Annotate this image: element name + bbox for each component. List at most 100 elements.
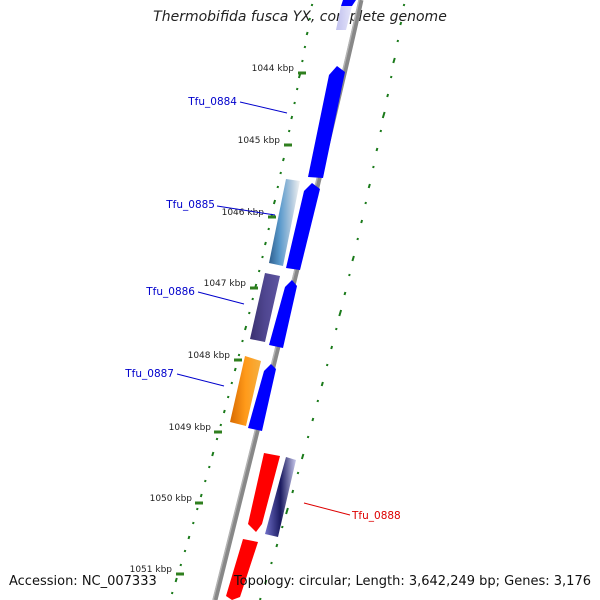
gc-content-mark xyxy=(291,489,295,494)
gene-feature-tfu-0888[interactable] xyxy=(265,457,296,537)
gc-content-mark xyxy=(396,39,400,43)
tick-label-1046: 1046 kbp xyxy=(222,208,265,218)
gc-content-mark xyxy=(267,227,270,231)
gc-content-mark xyxy=(296,471,300,475)
gene-feature-tfu-0885-blue[interactable] xyxy=(286,183,320,270)
gc-content-mark xyxy=(348,273,351,277)
gc-content-mark xyxy=(306,435,310,439)
gc-content-mark xyxy=(261,255,264,259)
gc-content-mark xyxy=(237,353,241,357)
gc-content-mark xyxy=(264,241,267,246)
gc-content-mark xyxy=(351,255,355,262)
gc-content-mark xyxy=(272,199,277,205)
gc-content-mark xyxy=(392,57,396,64)
gene-feature-red-2[interactable] xyxy=(226,539,258,600)
leader-tfu-0887 xyxy=(176,373,225,387)
gc-content-mark xyxy=(226,395,230,399)
tick-label-1049: 1049 kbp xyxy=(169,423,212,433)
gc-content-mark xyxy=(230,381,234,385)
feature-blocks xyxy=(230,179,300,537)
gc-content-mark xyxy=(303,45,307,49)
gene-feature-tfu-0884[interactable] xyxy=(308,66,345,178)
tick-label-1051: 1051 kbp xyxy=(130,565,173,575)
gc-content-mark xyxy=(211,451,215,457)
gc-content-mark xyxy=(187,535,191,540)
gc-content-mark xyxy=(300,453,305,460)
gc-content-mark xyxy=(335,327,338,331)
gc-content-mark xyxy=(308,17,311,21)
gc-content-mark xyxy=(248,311,251,315)
gc-content-mark xyxy=(295,87,299,91)
gene-feature-tfu-0885[interactable] xyxy=(269,179,300,266)
gc-content-mark xyxy=(311,417,315,422)
gc-content-mark xyxy=(279,171,282,175)
gene-label-tfu-0888[interactable]: Tfu_0888 xyxy=(351,510,401,522)
tick-label-1048: 1048 kbp xyxy=(188,351,231,361)
tick-label-1045: 1045 kbp xyxy=(238,136,281,146)
gene-label-tfu-0884[interactable]: Tfu_0884 xyxy=(187,96,237,108)
leader-tfu-0885 xyxy=(216,205,276,216)
gc-content-mark xyxy=(170,591,174,595)
gc-content-mark xyxy=(257,269,261,273)
gc-content-mark xyxy=(338,309,343,317)
genome-summary-label: Topology: circular; Length: 3,642,249 bp… xyxy=(233,574,591,589)
gc-content-mark xyxy=(316,399,320,403)
gc-content-mark xyxy=(399,21,403,26)
gc-content-mark xyxy=(290,115,294,120)
gc-content-mark xyxy=(320,381,324,387)
gene-feature-tfu-0886[interactable] xyxy=(250,273,280,342)
gc-content-mark xyxy=(301,59,304,63)
gc-content-mark xyxy=(219,423,223,427)
tick-label-1050: 1050 kbp xyxy=(150,494,193,504)
leader-tfu-0888 xyxy=(303,502,351,516)
gc-content-mark xyxy=(174,577,178,583)
leader-tfu-0884 xyxy=(239,101,288,114)
gc-content-mark xyxy=(386,93,390,98)
gc-content-mark xyxy=(208,465,211,469)
gene-label-tfu-0887[interactable]: Tfu_0887 xyxy=(124,368,174,380)
reverse-strand-features xyxy=(226,453,280,600)
gc-content-mark xyxy=(251,297,254,301)
tick-label-1044: 1044 kbp xyxy=(252,64,295,74)
gene-feature-tfu-0887[interactable] xyxy=(230,356,261,426)
gc-content-mark xyxy=(356,237,359,241)
gc-content-mark xyxy=(389,75,393,79)
gc-content-mark xyxy=(330,345,334,350)
tick-label-1047: 1047 kbp xyxy=(204,279,247,289)
gc-content-mark xyxy=(381,111,386,119)
gc-content-mark xyxy=(183,549,187,553)
gc-content-mark xyxy=(196,507,199,511)
gc-content-mark xyxy=(325,363,329,367)
gc-content-inner-track xyxy=(170,3,314,595)
gc-content-mark xyxy=(372,165,375,169)
gc-content-mark xyxy=(241,339,244,343)
gc-content-mark xyxy=(192,521,195,525)
accession-label: Accession: NC_007333 xyxy=(9,574,157,589)
gc-content-mark xyxy=(310,3,314,7)
gene-label-tfu-0885[interactable]: Tfu_0885 xyxy=(165,199,215,211)
gc-content-mark xyxy=(375,147,379,152)
gene-feature-tfu-0887-blue[interactable] xyxy=(248,364,276,431)
gc-content-mark xyxy=(233,367,237,372)
gc-content-mark xyxy=(293,101,296,105)
gene-feature-top-partial[interactable] xyxy=(341,0,356,6)
gene-feature-red-1[interactable] xyxy=(248,453,280,532)
gene-feature-tfu-0886-blue[interactable] xyxy=(269,280,297,348)
gene-label-tfu-0886[interactable]: Tfu_0886 xyxy=(145,286,195,298)
gc-content-mark xyxy=(297,73,302,79)
ruler-tick-labels: 1044 kbp 1045 kbp 1046 kbp 1047 kbp 1048… xyxy=(130,64,295,575)
gc-content-mark xyxy=(285,507,289,515)
gc-content-mark xyxy=(281,525,284,529)
gc-content-mark xyxy=(264,579,268,585)
gc-content-mark xyxy=(244,325,248,331)
gene-feature-top-partial-pale[interactable] xyxy=(336,6,352,30)
gc-content-mark xyxy=(179,563,183,567)
gc-content-mark xyxy=(282,157,285,162)
gc-content-mark xyxy=(305,31,309,36)
gc-content-mark xyxy=(276,185,280,189)
gc-content-mark xyxy=(215,437,219,441)
gc-content-mark xyxy=(204,479,207,483)
gc-content-outer-track xyxy=(259,3,406,600)
